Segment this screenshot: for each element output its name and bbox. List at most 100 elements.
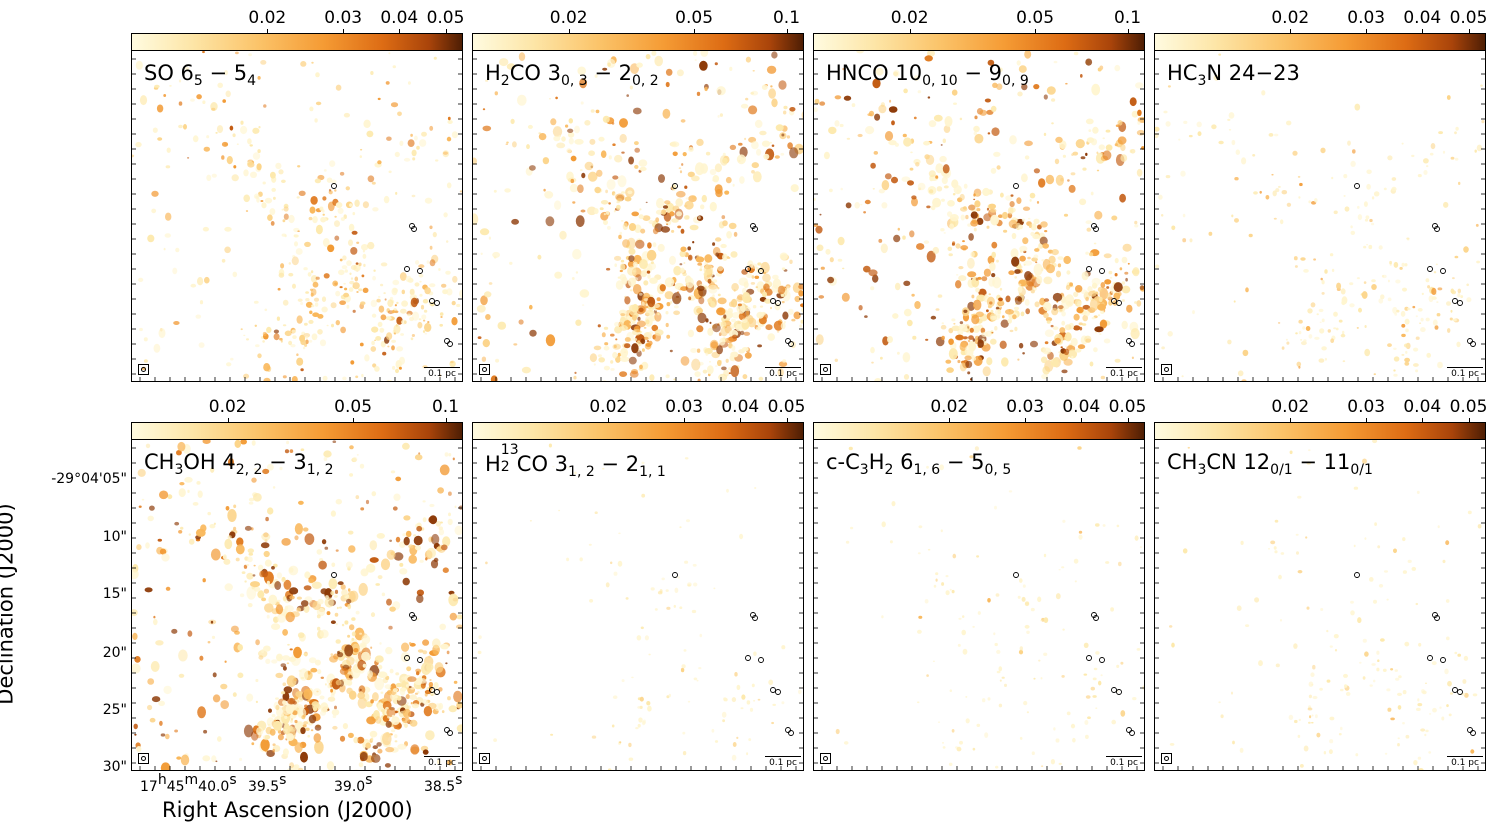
emission-blob	[620, 356, 630, 363]
colorbar-tick	[399, 29, 401, 34]
emission-blob	[967, 271, 977, 278]
emission-blob	[723, 697, 727, 701]
emission-blob	[619, 741, 622, 744]
emission-blob	[958, 275, 967, 282]
emission-blob	[344, 287, 348, 291]
emission-blob	[935, 572, 939, 576]
emission-blob	[998, 67, 1003, 73]
emission-blob	[188, 533, 191, 536]
emission-blob	[742, 374, 748, 380]
emission-blob	[1122, 243, 1132, 252]
emission-blob	[1018, 65, 1027, 73]
emission-blob	[738, 277, 749, 286]
emission-blob	[777, 285, 786, 295]
emission-blob	[889, 99, 892, 103]
emission-blob	[679, 526, 682, 529]
emission-blob	[1390, 717, 1395, 721]
map-image	[814, 446, 1144, 770]
emission-blob	[1034, 301, 1040, 308]
map-image	[132, 440, 462, 770]
emission-blob	[704, 86, 708, 92]
emission-blob	[959, 193, 965, 201]
emission-blob	[352, 212, 356, 216]
emission-blob	[665, 68, 673, 76]
emission-blob	[339, 286, 343, 289]
emission-blob	[1376, 667, 1380, 672]
colorbar-tick-label: 0.04	[1403, 8, 1442, 28]
emission-blob	[741, 318, 748, 324]
emission-blob	[429, 245, 433, 250]
emission-blob	[1455, 126, 1459, 131]
emission-blob	[421, 314, 427, 320]
emission-blob	[816, 244, 824, 252]
emission-blob	[1423, 158, 1429, 164]
emission-blob	[384, 763, 391, 768]
emission-blob	[983, 268, 991, 277]
contour	[672, 183, 678, 189]
emission-blob	[356, 241, 360, 244]
emission-blob	[628, 742, 632, 748]
colorbar-tick	[1366, 418, 1368, 423]
colorbar: 0.02 0.05 0.1	[472, 8, 804, 51]
emission-blob	[739, 533, 744, 540]
emission-blob	[1383, 187, 1387, 191]
emission-blob	[971, 314, 980, 325]
emission-blob	[603, 213, 606, 216]
emission-blob	[202, 440, 211, 444]
contour	[429, 687, 435, 693]
emission-blob	[962, 240, 965, 243]
emission-blob	[266, 717, 275, 728]
emission-blob	[1043, 276, 1053, 285]
emission-blob	[288, 656, 297, 662]
emission-blob	[418, 452, 421, 455]
contour	[409, 612, 415, 618]
emission-blob	[685, 197, 689, 200]
emission-blob	[285, 718, 288, 722]
emission-blob	[942, 138, 946, 144]
emission-blob	[1231, 214, 1234, 218]
emission-blob	[245, 210, 249, 212]
emission-blob	[1033, 263, 1043, 276]
emission-blob	[310, 196, 318, 205]
emission-blob	[300, 448, 305, 451]
emission-blob	[752, 171, 762, 183]
emission-blob	[1021, 83, 1028, 91]
emission-blob	[707, 278, 712, 284]
emission-blob	[603, 219, 608, 226]
emission-blob	[1334, 648, 1338, 652]
emission-blob	[1090, 191, 1094, 196]
emission-blob	[613, 209, 616, 213]
emission-blob	[639, 259, 648, 270]
emission-blob	[676, 190, 686, 198]
emission-blob	[779, 252, 788, 261]
emission-blob	[452, 275, 458, 283]
emission-blob	[421, 131, 427, 137]
emission-blob	[777, 368, 784, 377]
emission-blob	[902, 133, 907, 138]
emission-blob	[387, 299, 394, 307]
emission-blob	[1353, 486, 1359, 490]
emission-blob	[781, 267, 786, 271]
emission-blob	[998, 297, 1003, 302]
emission-blob	[365, 742, 371, 749]
emission-blob	[550, 733, 554, 736]
emission-blob	[610, 561, 613, 565]
emission-blob	[358, 762, 364, 768]
emission-blob	[1271, 173, 1274, 176]
colorbar-tick	[786, 418, 788, 423]
emission-blob	[608, 155, 612, 160]
emission-blob	[625, 597, 629, 600]
emission-blob	[264, 308, 268, 312]
emission-blob	[1036, 275, 1043, 285]
emission-blob	[320, 216, 327, 223]
emission-blob	[976, 555, 980, 558]
emission-blob	[335, 202, 343, 208]
emission-blob	[360, 643, 366, 648]
emission-blob	[729, 66, 733, 71]
emission-blob	[1187, 446, 1190, 449]
emission-blob	[657, 591, 663, 595]
emission-blob	[751, 275, 755, 279]
emission-blob	[321, 296, 327, 302]
emission-blob	[207, 511, 211, 516]
emission-blob	[687, 246, 691, 251]
